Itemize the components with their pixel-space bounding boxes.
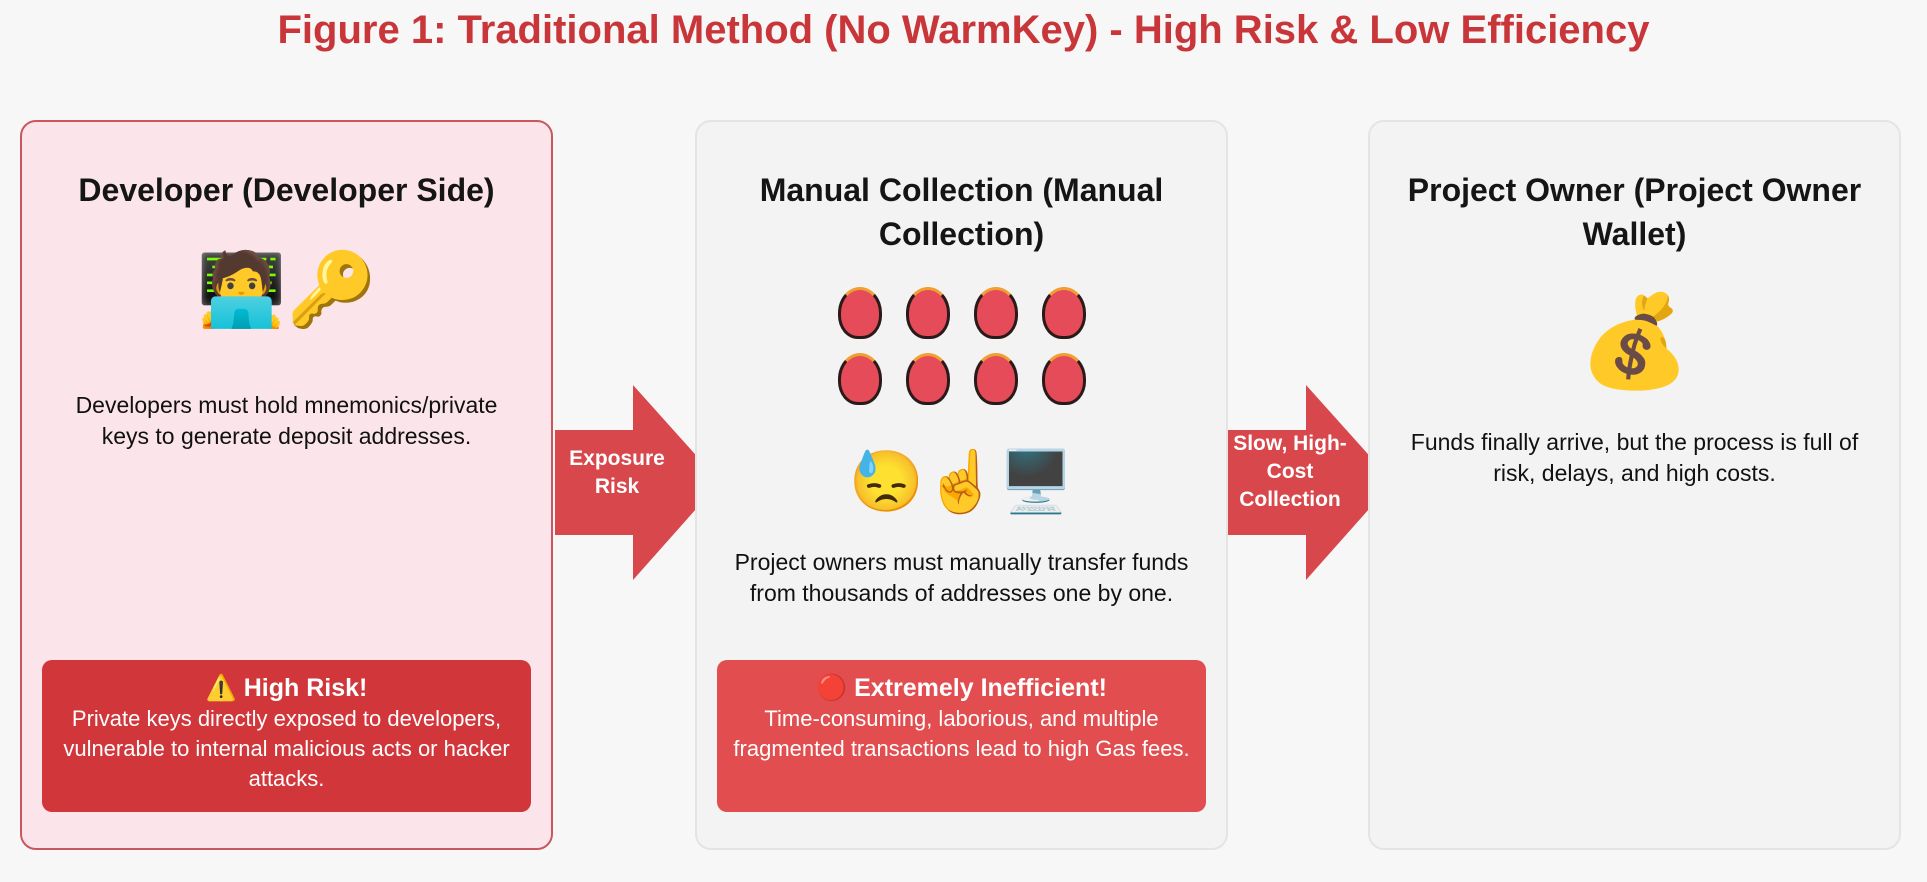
card-title: Manual Collection (Manual Collection) <box>759 172 1164 252</box>
exposure-risk-arrow: Exposure Risk <box>555 385 720 580</box>
alert-body: Private keys directly exposed to develop… <box>63 706 510 791</box>
developer-card: Developer (Developer Side) 🧑‍💻🔑 Develope… <box>20 120 553 850</box>
red-circle-icon: 🔴 <box>816 674 848 702</box>
wallet-head-icon <box>1041 287 1086 339</box>
project-owner-card: Project Owner (Project Owner Wallet) 💰 F… <box>1368 120 1901 850</box>
monitor-icon: 🖥️ <box>998 448 1074 515</box>
card-title: Developer (Developer Side) <box>78 172 495 208</box>
card-description: Project owners must manually transfer fu… <box>734 549 1189 606</box>
card-title: Project Owner (Project Owner Wallet) <box>1407 172 1862 252</box>
arrow-label: Slow, High-Cost Collection <box>1233 432 1347 511</box>
wallet-head-icon <box>837 287 882 339</box>
wallet-head-icon <box>905 287 950 339</box>
icon-row: 😓☝️🖥️ <box>697 442 1226 522</box>
card-description: Developers must hold mnemonics/private k… <box>75 392 498 449</box>
icon-row: 💰 <box>1370 292 1899 392</box>
alert-heading: Extremely Inefficient! <box>854 674 1107 702</box>
card-description: Funds finally arrive, but the process is… <box>1410 429 1859 486</box>
slow-collection-arrow: Slow, High-Cost Collection <box>1228 385 1393 580</box>
alert-heading: High Risk! <box>243 674 368 702</box>
arrow-shape <box>1228 385 1393 580</box>
wallet-head-icon <box>973 287 1018 339</box>
wallet-head-icon <box>837 353 882 405</box>
arrow-shape <box>555 385 720 580</box>
pointing-finger-icon: ☝️ <box>924 448 999 515</box>
wallet-head-icon <box>1041 353 1086 405</box>
warning-icon: ⚠️ <box>205 674 237 702</box>
money-bag-icon: 💰 <box>1578 292 1691 392</box>
technologist-icon: 🧑‍💻 <box>196 250 287 330</box>
key-icon: 🔑 <box>286 250 377 330</box>
sweat-face-icon: 😓 <box>849 448 925 515</box>
manual-collection-card: Manual Collection (Manual Collection) 😓☝… <box>695 120 1228 850</box>
arrow-label: Exposure Risk <box>569 447 665 498</box>
high-risk-alert: ⚠️ High Risk! Private keys directly expo… <box>42 660 531 812</box>
alert-body: Time-consuming, laborious, and multiple … <box>733 706 1190 761</box>
figure-title: Figure 1: Traditional Method (No WarmKey… <box>277 8 1650 52</box>
icon-row: 🧑‍💻🔑 <box>22 250 551 330</box>
wallet-head-icon <box>905 353 950 405</box>
wallet-head-icon <box>973 353 1018 405</box>
address-grid <box>697 287 1226 405</box>
inefficient-alert: 🔴 Extremely Inefficient! Time-consuming,… <box>717 660 1206 812</box>
